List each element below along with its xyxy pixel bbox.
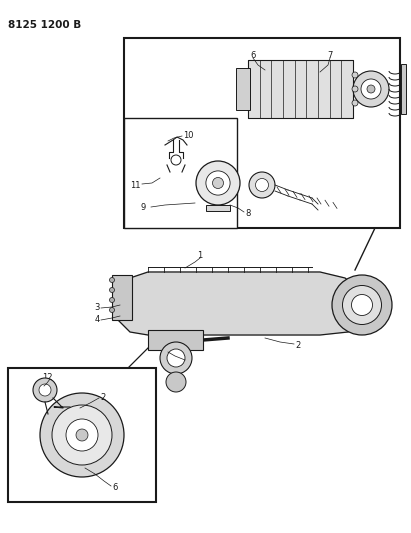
Bar bbox=[112, 275, 132, 320]
Bar bbox=[124, 38, 400, 228]
Circle shape bbox=[352, 100, 358, 106]
Bar bbox=[8, 368, 156, 502]
Text: 7: 7 bbox=[327, 51, 332, 60]
Text: 1: 1 bbox=[197, 251, 203, 260]
Circle shape bbox=[206, 171, 230, 195]
Circle shape bbox=[160, 342, 192, 374]
Bar bbox=[124, 118, 237, 228]
Text: 4: 4 bbox=[95, 316, 100, 325]
Circle shape bbox=[52, 405, 112, 465]
Text: 12: 12 bbox=[42, 374, 53, 383]
Bar bbox=[206, 205, 230, 211]
Text: 6: 6 bbox=[250, 51, 256, 60]
Circle shape bbox=[33, 378, 57, 402]
Circle shape bbox=[367, 85, 375, 93]
Circle shape bbox=[109, 297, 115, 303]
Circle shape bbox=[109, 308, 115, 312]
Text: 2: 2 bbox=[100, 393, 105, 402]
Text: 5: 5 bbox=[182, 359, 188, 367]
Bar bbox=[401, 64, 406, 114]
Bar bbox=[148, 330, 203, 350]
Circle shape bbox=[109, 278, 115, 282]
Circle shape bbox=[196, 161, 240, 205]
Polygon shape bbox=[118, 272, 365, 335]
Circle shape bbox=[353, 71, 389, 107]
Text: 8: 8 bbox=[245, 208, 250, 217]
Circle shape bbox=[171, 155, 181, 165]
Bar bbox=[236, 68, 250, 110]
Circle shape bbox=[39, 384, 51, 396]
Circle shape bbox=[352, 86, 358, 92]
Text: 2: 2 bbox=[295, 341, 300, 350]
Circle shape bbox=[249, 172, 275, 198]
Circle shape bbox=[351, 295, 372, 316]
Circle shape bbox=[40, 393, 124, 477]
Text: 10: 10 bbox=[183, 131, 194, 140]
Circle shape bbox=[212, 177, 224, 189]
Circle shape bbox=[361, 79, 381, 99]
Circle shape bbox=[166, 372, 186, 392]
Circle shape bbox=[332, 275, 392, 335]
Circle shape bbox=[256, 179, 268, 191]
Circle shape bbox=[167, 349, 185, 367]
Text: 9: 9 bbox=[140, 204, 145, 213]
Circle shape bbox=[66, 419, 98, 451]
Circle shape bbox=[342, 286, 381, 325]
Bar bbox=[248, 60, 353, 118]
Text: 6: 6 bbox=[112, 482, 118, 491]
Circle shape bbox=[109, 287, 115, 293]
Circle shape bbox=[76, 429, 88, 441]
Text: 8125 1200 B: 8125 1200 B bbox=[8, 20, 81, 30]
Circle shape bbox=[352, 72, 358, 78]
Text: 11: 11 bbox=[130, 181, 141, 190]
Text: 3: 3 bbox=[95, 303, 100, 312]
